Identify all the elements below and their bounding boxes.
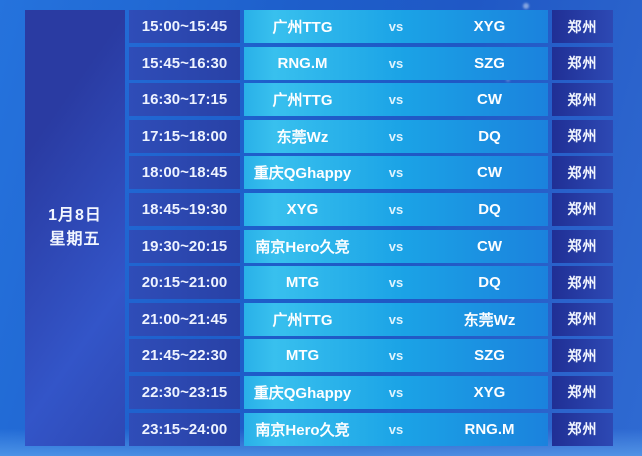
venue-cell: 郑州	[552, 156, 613, 190]
table-row: 15:00~15:45 广州TTG vs XYG 郑州	[129, 10, 613, 43]
time-cell: 15:00~15:45	[129, 10, 240, 43]
team2-label: DQ	[478, 127, 501, 145]
team1-label: 南京Hero久竞	[255, 421, 350, 439]
venue-cell: 郑州	[552, 339, 613, 373]
table-row: 18:45~19:30 XYG vs DQ 郑州	[129, 192, 613, 226]
vs-label: vs	[388, 19, 404, 34]
time-cell: 21:00~21:45	[129, 302, 240, 336]
team2-label: CW	[477, 164, 502, 182]
vs-label: vs	[388, 165, 404, 181]
match-cell: 广州TTG vs CW	[244, 83, 548, 117]
venue-cell: 郑州	[552, 229, 613, 263]
vs-label: vs	[388, 201, 404, 217]
match-cell: 南京Hero久竞 vs RNG.M	[244, 412, 548, 446]
vs-label: vs	[388, 55, 404, 71]
team1-label: 重庆QGhappy	[253, 384, 352, 402]
time-cell: 18:00~18:45	[129, 156, 240, 190]
team2-label: XYG	[473, 383, 506, 401]
table-row: 18:00~18:45 重庆QGhappy vs CW 郑州	[129, 156, 613, 190]
vs-label: vs	[388, 128, 404, 144]
weekday-label: 星期五	[49, 231, 101, 248]
time-cell: 23:15~24:00	[129, 412, 240, 446]
team2-label: RNG.M	[464, 420, 515, 438]
venue-cell: 郑州	[552, 375, 613, 409]
match-cell: XYG vs DQ	[244, 192, 548, 226]
particle-dot	[523, 3, 529, 9]
time-cell: 18:45~19:30	[129, 192, 240, 226]
venue-cell: 郑州	[552, 119, 613, 153]
table-row: 19:30~20:15 南京Hero久竞 vs CW 郑州	[129, 229, 613, 263]
vs-label: vs	[388, 421, 404, 437]
team2-label: SZG	[474, 347, 505, 365]
venue-cell: 郑州	[552, 266, 613, 300]
team1-label: 广州TTG	[272, 19, 333, 36]
date-panel: 1月8日 星期五	[25, 10, 125, 446]
venue-cell: 郑州	[552, 83, 613, 117]
venue-cell: 郑州	[552, 302, 613, 336]
match-cell: 南京Hero久竞 vs CW	[244, 229, 548, 263]
venue-cell: 郑州	[552, 412, 613, 446]
match-cell: 广州TTG vs 东莞Wz	[244, 302, 548, 336]
time-cell: 20:15~21:00	[129, 266, 240, 300]
match-cell: 重庆QGhappy vs XYG	[244, 375, 548, 409]
vs-label: vs	[388, 92, 404, 108]
table-row: 21:00~21:45 广州TTG vs 东莞Wz 郑州	[129, 302, 613, 336]
table-row: 15:45~16:30 RNG.M vs SZG 郑州	[129, 46, 613, 80]
team1-label: MTG	[285, 347, 320, 365]
team2-label: CW	[477, 91, 502, 109]
time-cell: 15:45~16:30	[129, 46, 240, 80]
schedule-rows: 15:00~15:45 广州TTG vs XYG 郑州 15:45~16:30 …	[129, 10, 613, 446]
team2-label: CW	[477, 237, 502, 255]
venue-cell: 郑州	[552, 192, 613, 226]
team1-label: 东莞Wz	[276, 128, 329, 146]
vs-label: vs	[388, 348, 404, 364]
team2-label: SZG	[474, 54, 505, 72]
team1-label: 重庆QGhappy	[253, 165, 352, 183]
time-cell: 22:30~23:15	[129, 375, 240, 409]
team2-label: DQ	[478, 274, 501, 292]
team2-label: 东莞Wz	[463, 311, 516, 329]
venue-cell: 郑州	[552, 10, 613, 43]
table-row: 17:15~18:00 东莞Wz vs DQ 郑州	[129, 119, 613, 153]
vs-label: vs	[388, 275, 404, 291]
match-cell: MTG vs DQ	[244, 266, 548, 300]
match-cell: 广州TTG vs XYG	[244, 10, 548, 43]
table-row: 20:15~21:00 MTG vs DQ 郑州	[129, 266, 613, 300]
match-cell: 重庆QGhappy vs CW	[244, 156, 548, 190]
time-cell: 16:30~17:15	[129, 83, 240, 117]
match-cell: RNG.M vs SZG	[244, 46, 548, 80]
team1-label: 广州TTG	[272, 92, 333, 110]
table-row: 23:15~24:00 南京Hero久竞 vs RNG.M 郑州	[129, 412, 613, 446]
vs-label: vs	[388, 311, 404, 327]
match-cell: 东莞Wz vs DQ	[244, 119, 548, 153]
table-row: 16:30~17:15 广州TTG vs CW 郑州	[129, 83, 613, 117]
vs-label: vs	[388, 238, 404, 254]
team1-label: RNG.M	[277, 54, 328, 72]
table-row: 21:45~22:30 MTG vs SZG 郑州	[129, 339, 613, 373]
time-cell: 17:15~18:00	[129, 119, 240, 153]
time-cell: 21:45~22:30	[129, 339, 240, 373]
team2-label: XYG	[473, 18, 506, 35]
venue-cell: 郑州	[552, 46, 613, 80]
particle-dot	[506, 78, 510, 82]
time-cell: 19:30~20:15	[129, 229, 240, 263]
table-row: 22:30~23:15 重庆QGhappy vs XYG 郑州	[129, 375, 613, 409]
match-cell: MTG vs SZG	[244, 339, 548, 373]
team2-label: DQ	[478, 200, 501, 218]
date-label: 1月8日	[48, 207, 102, 224]
team1-label: MTG	[285, 274, 320, 292]
team1-label: 广州TTG	[272, 311, 333, 329]
team1-label: 南京Hero久竞	[255, 238, 350, 256]
vs-label: vs	[388, 384, 404, 400]
team1-label: XYG	[286, 200, 319, 218]
